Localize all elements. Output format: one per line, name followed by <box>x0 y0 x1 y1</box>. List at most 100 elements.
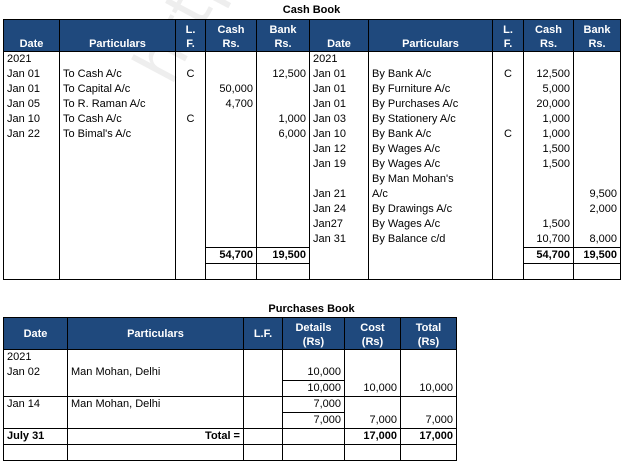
pb-total <box>400 396 457 413</box>
cb-cr-lf <box>492 172 524 187</box>
pb-details <box>282 349 345 365</box>
cb-dr-particulars: To Cash A/c <box>59 67 176 82</box>
pb-lf <box>243 412 283 429</box>
cb-dr-lf <box>175 187 206 202</box>
cb-dr-date <box>3 157 60 172</box>
cb-cr-date: Jan 19 <box>309 157 369 172</box>
cb-dr-bank <box>256 202 310 217</box>
cb-dr-particulars: To Bimal's A/c <box>59 127 176 142</box>
pb-particulars <box>67 380 244 397</box>
pb-header-particulars: Particulars <box>67 317 244 350</box>
cb-cr-particulars: By Bank A/c <box>368 127 493 142</box>
cb-dr-lf <box>175 97 206 112</box>
cb-cr-bank <box>573 142 621 157</box>
cb-header-cash-dr: Cash Rs. <box>205 19 257 52</box>
cb-total-blank <box>59 247 176 264</box>
cb-dr-lf: C <box>175 67 206 82</box>
cb-totals-row: 54,700 19,500 54,700 19,500 <box>3 247 621 264</box>
table-row: By Man Mohan's <box>3 172 621 187</box>
table-row: Jan 14 Man Mohan, Delhi 7,000 <box>3 396 457 413</box>
cb-cr-bank <box>573 157 621 172</box>
cb-dr-cash <box>205 112 257 127</box>
cb-dr-cash <box>205 142 257 157</box>
cb-dr-lf <box>175 232 206 248</box>
cb-dr-date: Jan 01 <box>3 67 60 82</box>
cb-cr-lf <box>492 51 524 67</box>
cb-cr-lf <box>492 97 524 112</box>
cb-cr-lf <box>492 157 524 172</box>
cb-cr-particulars: By Bank A/c <box>368 67 493 82</box>
cb-dr-lf <box>175 202 206 217</box>
cb-dr-lf <box>175 127 206 142</box>
pb-total: 10,000 <box>400 380 457 397</box>
cb-header-cash-cr: Cash Rs. <box>523 19 574 52</box>
pb-header-cost: Cost (Rs) <box>344 317 401 350</box>
cb-dr-bank <box>256 187 310 202</box>
cb-dr-date <box>3 172 60 187</box>
pb-header-total: Total (Rs) <box>400 317 457 350</box>
cb-dr-date <box>3 142 60 157</box>
cb-dr-cash <box>205 127 257 142</box>
pb-date: Jan 02 <box>3 365 68 381</box>
cb-dr-cash <box>205 217 257 232</box>
cb-dr-particulars <box>59 172 176 187</box>
pb-particulars: Man Mohan, Delhi <box>67 396 244 413</box>
pb-lf <box>243 380 283 397</box>
cb-cr-date: Jan 21 <box>309 187 369 202</box>
cb-cr-cash: 10,700 <box>523 232 574 248</box>
cb-cr-particulars <box>368 51 493 67</box>
cb-dr-date <box>3 187 60 202</box>
cb-empty-cell <box>175 263 206 280</box>
cb-dr-particulars: To Cash A/c <box>59 112 176 127</box>
pb-details: 10,000 <box>282 380 345 397</box>
cb-cr-lf: C <box>492 127 524 142</box>
pb-total-total: 17,000 <box>400 428 457 445</box>
table-row: 7,000 7,000 7,000 <box>3 412 457 429</box>
cb-dr-cash: 4,700 <box>205 97 257 112</box>
table-row: Jan 02 Man Mohan, Delhi 10,000 <box>3 365 457 381</box>
cb-dr-date: Jan 22 <box>3 127 60 142</box>
cb-cr-cash: 1,500 <box>523 217 574 232</box>
pb-cost: 10,000 <box>344 380 401 397</box>
pb-lf <box>243 349 283 365</box>
pb-empty-cell <box>282 444 345 461</box>
pb-date <box>3 412 68 429</box>
pb-header-date: Date <box>3 317 68 350</box>
cb-dr-date <box>3 232 60 248</box>
cb-dr-bank: 12,500 <box>256 67 310 82</box>
cb-dr-lf <box>175 142 206 157</box>
cb-dr-particulars <box>59 217 176 232</box>
pb-date <box>3 380 68 397</box>
cb-cr-particulars: By Man Mohan's <box>368 172 493 187</box>
cb-dr-bank <box>256 172 310 187</box>
cb-cr-date: 2021 <box>309 51 369 67</box>
cb-cr-bank <box>573 51 621 67</box>
cb-dr-particulars <box>59 157 176 172</box>
cash-book-table: Date Particulars L. F. Cash Rs. Bank Rs. Da… <box>3 19 621 280</box>
pb-total <box>400 349 457 365</box>
cb-cr-date <box>309 172 369 187</box>
cb-dr-cash <box>205 232 257 248</box>
cb-dr-lf <box>175 157 206 172</box>
cb-cr-bank: 2,000 <box>573 202 621 217</box>
cb-cr-bank <box>573 172 621 187</box>
cb-empty-cell <box>256 263 310 280</box>
purchases-book-table: Date Particulars L.F. Details (Rs) Cost (R… <box>3 317 457 461</box>
pb-particulars <box>67 412 244 429</box>
cb-dr-cash <box>205 187 257 202</box>
cb-total-d_bank: 19,500 <box>256 247 310 264</box>
pb-details: 7,000 <box>282 412 345 429</box>
pb-empty-cell <box>400 444 457 461</box>
cb-dr-cash <box>205 157 257 172</box>
cb-cr-particulars: By Wages A/c <box>368 217 493 232</box>
cb-dr-cash <box>205 172 257 187</box>
pb-lf <box>243 396 283 413</box>
table-row: 2021 <box>3 349 457 365</box>
cb-header-date-dr: Date <box>3 19 60 52</box>
cb-cr-particulars: By Balance c/d <box>368 232 493 248</box>
cb-cr-bank <box>573 67 621 82</box>
cb-cr-cash <box>523 187 574 202</box>
cb-dr-bank: 6,000 <box>256 127 310 142</box>
cb-empty-cell <box>368 263 493 280</box>
cb-empty-cell <box>59 263 176 280</box>
